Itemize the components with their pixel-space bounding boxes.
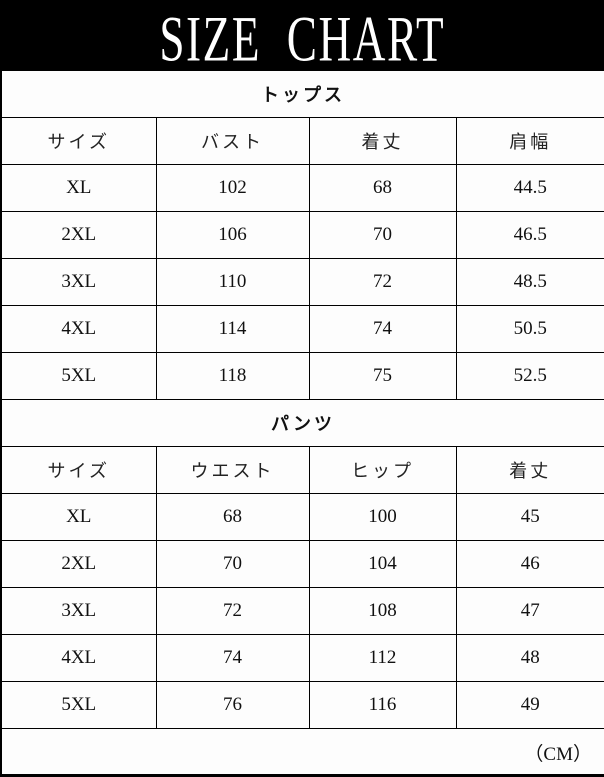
table-cell: 112 <box>308 634 457 682</box>
table-row: 3XL 72 108 47 <box>0 587 604 635</box>
table-cell: 75 <box>308 352 457 400</box>
table-row: XL 102 68 44.5 <box>0 164 604 212</box>
section-title-row: トップス <box>0 70 604 118</box>
table-row: 2XL 106 70 46.5 <box>0 211 604 259</box>
table-cell: 52.5 <box>455 352 604 400</box>
table-cell: XL <box>0 164 157 212</box>
table-cell: 44.5 <box>455 164 604 212</box>
table-cell: 116 <box>308 681 457 729</box>
table-row: 5XL 118 75 52.5 <box>0 352 604 400</box>
table-row: XL 68 100 45 <box>0 493 604 541</box>
table-cell: 76 <box>155 681 310 729</box>
section-title: パンツ <box>0 399 604 447</box>
column-header: 着丈 <box>455 446 604 494</box>
page-title: SIZE CHART <box>159 1 445 75</box>
table-cell: 106 <box>155 211 310 259</box>
column-header: 着丈 <box>308 117 457 165</box>
table-cell: 49 <box>455 681 604 729</box>
column-header: ヒップ <box>308 446 457 494</box>
table-cell: 5XL <box>0 681 157 729</box>
table-cell: 2XL <box>0 211 157 259</box>
table-cell: 46.5 <box>455 211 604 259</box>
column-header: バスト <box>155 117 310 165</box>
section-title-row: パンツ <box>0 399 604 447</box>
table-cell: 72 <box>308 258 457 306</box>
unit-label: （CM） <box>0 728 604 777</box>
table-cell: 118 <box>155 352 310 400</box>
table-cell: 104 <box>308 540 457 588</box>
column-header: サイズ <box>0 117 157 165</box>
table-cell: 68 <box>308 164 457 212</box>
column-header: ウエスト <box>155 446 310 494</box>
table-cell: 102 <box>155 164 310 212</box>
header-row: サイズ ウエスト ヒップ 着丈 <box>0 446 604 494</box>
table-cell: 48.5 <box>455 258 604 306</box>
table-cell: 4XL <box>0 634 157 682</box>
table-cell: 72 <box>155 587 310 635</box>
table-cell: 46 <box>455 540 604 588</box>
table-cell: 47 <box>455 587 604 635</box>
table-row: 3XL 110 72 48.5 <box>0 258 604 306</box>
table-cell: 70 <box>155 540 310 588</box>
table-cell: 70 <box>308 211 457 259</box>
table-cell: 74 <box>308 305 457 353</box>
table-cell: 2XL <box>0 540 157 588</box>
table-cell: 100 <box>308 493 457 541</box>
table-cell: XL <box>0 493 157 541</box>
table-cell: 4XL <box>0 305 157 353</box>
table-cell: 5XL <box>0 352 157 400</box>
table-cell: 68 <box>155 493 310 541</box>
table-cell: 110 <box>155 258 310 306</box>
table-cell: 45 <box>455 493 604 541</box>
column-header: 肩幅 <box>455 117 604 165</box>
table-cell: 114 <box>155 305 310 353</box>
column-header: サイズ <box>0 446 157 494</box>
table-cell: 108 <box>308 587 457 635</box>
unit-row: （CM） <box>0 728 604 777</box>
table-row: 2XL 70 104 46 <box>0 540 604 588</box>
size-chart-table: トップス サイズ バスト 着丈 肩幅 XL 102 68 44.5 2XL 106 70 46.5 3XL… <box>0 70 604 777</box>
table-cell: 50.5 <box>455 305 604 353</box>
title-banner: SIZE CHART <box>0 0 604 74</box>
table-row: 4XL 114 74 50.5 <box>0 305 604 353</box>
table-cell: 48 <box>455 634 604 682</box>
table-cell: 3XL <box>0 587 157 635</box>
section-title: トップス <box>0 70 604 118</box>
table-row: 5XL 76 116 49 <box>0 681 604 729</box>
table-row: 4XL 74 112 48 <box>0 634 604 682</box>
table-cell: 74 <box>155 634 310 682</box>
table-cell: 3XL <box>0 258 157 306</box>
header-row: サイズ バスト 着丈 肩幅 <box>0 117 604 165</box>
